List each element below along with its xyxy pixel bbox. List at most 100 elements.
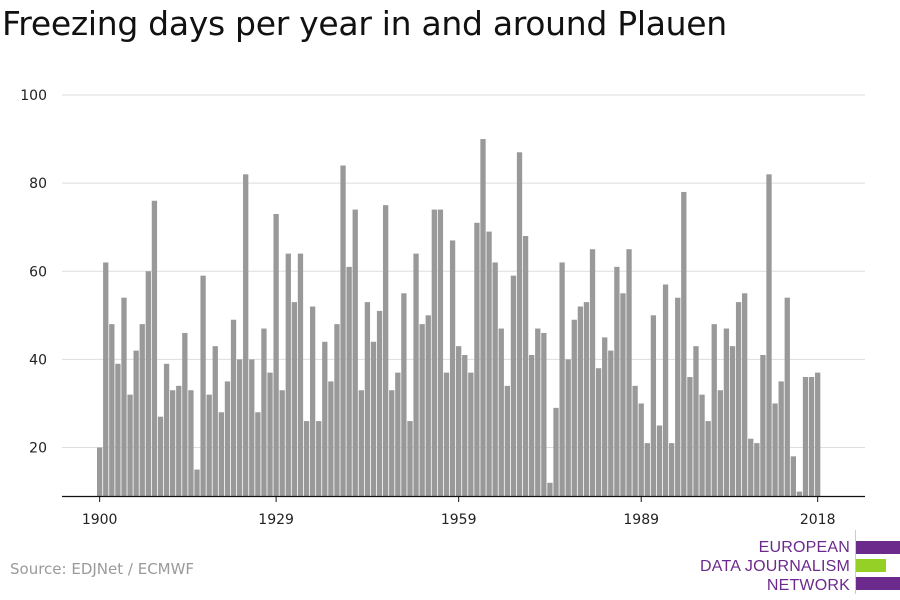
chart-title: Freezing days per year in and around Pla… [2,4,727,43]
bar [401,293,407,496]
bar [486,231,492,496]
bar [614,266,620,496]
bar [717,390,723,496]
bar [285,253,291,496]
bar [413,253,419,496]
bar [176,385,182,496]
bar [541,332,547,496]
bar [699,394,705,496]
bar [620,293,626,496]
logo-bar-bottom [856,577,900,590]
bar [656,425,663,496]
logo-divider [855,530,856,594]
bar [279,390,285,496]
bar [157,416,164,496]
bar [553,407,559,496]
bar [662,284,669,496]
bar [796,491,803,496]
bar [535,328,541,496]
bar [711,324,717,496]
bar [583,302,590,496]
bar [742,293,748,496]
bar [808,377,815,496]
logo-bar-top [856,541,900,554]
bar [681,191,687,496]
bar [218,412,224,496]
x-tick-label: 2018 [800,512,836,528]
bar [224,381,231,496]
bar [291,302,298,496]
bar [212,346,218,496]
x-tick-label: 1900 [82,512,118,528]
bar [729,346,736,496]
bar [376,310,383,496]
bar-chart: 20 40 60 80 100 1900 1929 1959 1989 2018 [20,88,865,528]
bar [559,262,565,496]
bar [133,350,139,496]
bar [334,324,340,496]
bar [778,381,784,496]
bar [754,443,760,496]
bar [547,482,553,496]
bar [328,381,334,496]
logo-line-2: DATA JOURNALISM [700,558,850,575]
bar [389,390,395,496]
bar [303,421,310,496]
bar [802,377,809,496]
bar [529,354,535,496]
edjnet-logo[interactable]: EUROPEAN DATA JOURNALISM NETWORK [690,530,900,598]
bar [644,443,650,496]
bar [121,297,127,496]
bar [382,205,389,496]
x-tick-label: 1929 [258,512,294,528]
bar [97,447,103,496]
bar [419,324,425,496]
logo-line-1: EUROPEAN [758,539,850,556]
bar [577,306,584,496]
y-tick-label: 40 [29,352,47,368]
bar [358,390,364,496]
logo-bar-middle [856,559,886,572]
bar [431,209,437,497]
bar [492,262,498,496]
x-tick-label: 1959 [441,512,477,528]
bar [109,324,115,496]
bar [346,266,352,496]
bar [437,209,444,497]
x-tick-label: 1989 [623,512,659,528]
bar [243,174,249,497]
bar [309,306,316,496]
bar [668,443,675,496]
bar [595,368,602,496]
bar [267,372,273,496]
bar [705,421,711,496]
bar [151,200,158,496]
bar [322,341,328,496]
x-axis-ticks: 1900 1929 1959 1989 2018 [82,496,836,528]
bar [748,438,754,496]
bar [273,213,279,496]
bar [498,328,504,496]
bar [608,350,614,496]
bar [449,240,456,496]
source-note: Source: EDJNet / ECMWF [10,560,195,578]
bar [772,403,778,496]
bar [188,390,194,496]
bar [456,346,462,496]
bar [784,297,790,496]
bar [638,403,644,496]
bar [504,385,510,496]
bar [565,359,571,496]
bar [723,328,730,496]
bar [297,253,304,496]
bar [632,385,638,496]
bar [693,346,699,496]
y-tick-label: 80 [29,176,47,192]
bar [200,275,206,496]
bar [139,324,145,496]
bar [760,354,766,496]
bar [395,372,401,496]
bar [170,390,176,496]
bar [145,271,151,496]
bar [522,236,529,496]
